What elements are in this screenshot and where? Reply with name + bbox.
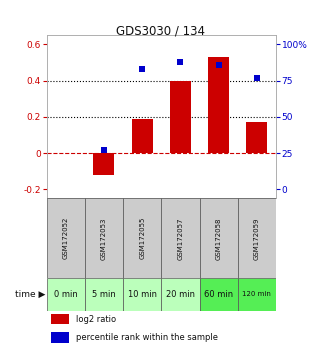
Bar — [238, 278, 276, 311]
Text: log2 ratio: log2 ratio — [76, 315, 117, 324]
Text: 60 min: 60 min — [204, 290, 233, 299]
Bar — [238, 198, 276, 278]
Text: 20 min: 20 min — [166, 290, 195, 299]
Bar — [123, 278, 161, 311]
Text: GSM172055: GSM172055 — [139, 217, 145, 259]
Text: 10 min: 10 min — [128, 290, 157, 299]
Point — [216, 62, 221, 68]
Text: time ▶: time ▶ — [15, 290, 46, 299]
Text: GDS3030 / 134: GDS3030 / 134 — [116, 25, 205, 38]
Bar — [85, 198, 123, 278]
Bar — [132, 119, 153, 153]
Text: GSM172057: GSM172057 — [178, 217, 183, 259]
Point — [254, 75, 259, 81]
Text: GSM172058: GSM172058 — [216, 217, 222, 259]
Text: GSM172059: GSM172059 — [254, 217, 260, 259]
Text: 5 min: 5 min — [92, 290, 116, 299]
Text: GSM172053: GSM172053 — [101, 217, 107, 259]
Bar — [93, 153, 115, 175]
Bar — [47, 278, 85, 311]
Bar — [208, 57, 229, 153]
Bar — [170, 81, 191, 153]
Point — [178, 59, 183, 65]
Bar — [123, 198, 161, 278]
Point — [101, 147, 107, 153]
Text: 0 min: 0 min — [54, 290, 78, 299]
Text: GSM172052: GSM172052 — [63, 217, 69, 259]
Text: 120 min: 120 min — [242, 291, 271, 297]
Bar — [161, 198, 200, 278]
Bar — [247, 122, 267, 153]
Bar — [51, 332, 69, 343]
Text: percentile rank within the sample: percentile rank within the sample — [76, 333, 218, 342]
Bar — [200, 198, 238, 278]
Bar — [200, 278, 238, 311]
Bar — [51, 314, 69, 325]
Bar — [85, 278, 123, 311]
Point — [140, 66, 145, 72]
Bar — [161, 278, 200, 311]
Bar — [47, 198, 85, 278]
